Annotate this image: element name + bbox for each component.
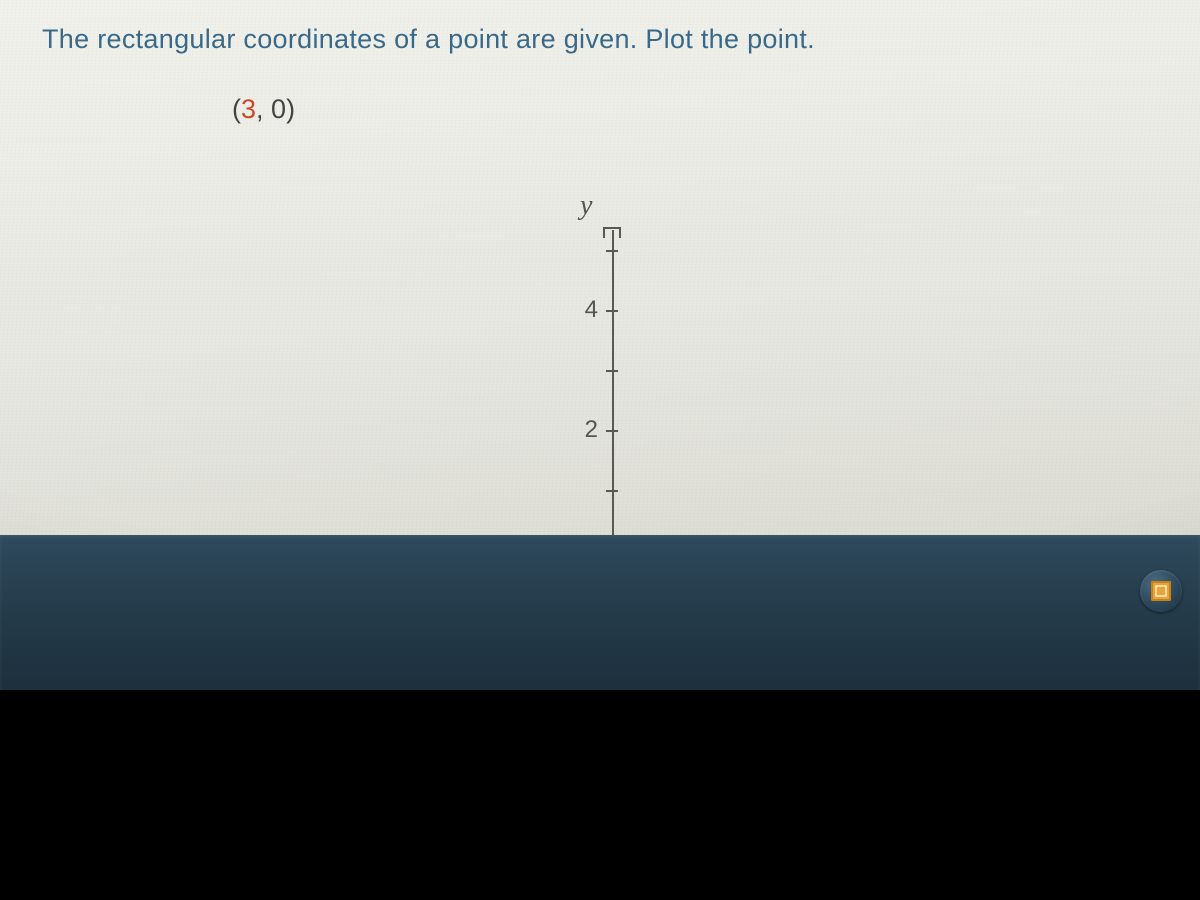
y-tick-label-2: 2 — [568, 416, 598, 444]
y-axis-top-cap-icon — [602, 226, 622, 240]
coord-open: ( — [232, 94, 241, 124]
taskbar[interactable] — [0, 535, 1200, 690]
y-tick — [606, 490, 618, 492]
question-panel: The rectangular coordinates of a point a… — [0, 0, 1200, 535]
y-axis-label: y — [580, 190, 592, 222]
y-tick — [606, 430, 618, 432]
bezel-region — [0, 690, 1200, 900]
y-tick — [606, 250, 618, 252]
y-axis-line — [612, 230, 614, 540]
coord-close: ) — [286, 94, 295, 124]
coord-y: 0 — [271, 94, 286, 124]
y-tick-label-4: 4 — [568, 296, 598, 324]
y-tick — [606, 310, 618, 312]
question-prompt: The rectangular coordinates of a point a… — [42, 24, 815, 55]
notification-icon — [1151, 581, 1171, 601]
coordinate-graph[interactable]: y 4 2 — [520, 190, 740, 530]
coordinate-value: (3, 0) — [232, 94, 295, 125]
y-tick — [606, 370, 618, 372]
coord-x: 3 — [241, 94, 256, 124]
tray-notification-button[interactable] — [1140, 570, 1182, 612]
screen-root: The rectangular coordinates of a point a… — [0, 0, 1200, 900]
coord-sep: , — [256, 94, 271, 124]
